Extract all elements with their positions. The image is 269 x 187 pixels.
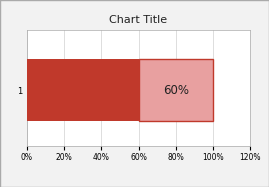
Title: Chart Title: Chart Title	[109, 15, 168, 25]
Text: 60%: 60%	[163, 84, 189, 96]
Bar	[139, 59, 213, 121]
Bar	[27, 59, 139, 121]
